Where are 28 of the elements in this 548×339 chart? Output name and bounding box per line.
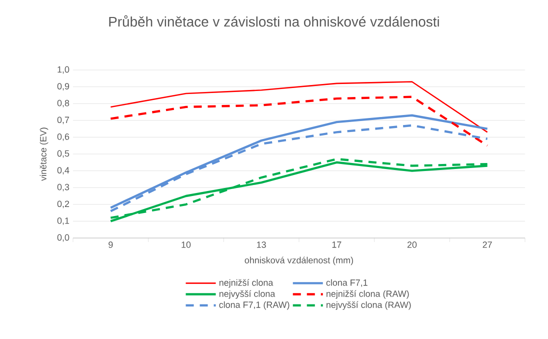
x-tick-label: 27 bbox=[482, 242, 492, 248]
y-tick-label: 0,8 bbox=[57, 100, 70, 108]
y-tick-label: 0,5 bbox=[57, 150, 70, 158]
x-tick-label: 13 bbox=[257, 242, 266, 248]
y-tick-label: 1,0 bbox=[58, 66, 70, 74]
x-tick-label: 10 bbox=[182, 242, 191, 248]
y-axis-title: vinětace (EV) bbox=[40, 128, 48, 181]
legend-label: clona F7,1 bbox=[326, 279, 368, 287]
y-tick-label: 0,1 bbox=[57, 217, 70, 225]
legend-label: clona F7,1 (RAW) bbox=[219, 301, 290, 310]
x-axis-title: ohnisková vzdálenost (mm) bbox=[244, 256, 353, 266]
x-tick-label: 9 bbox=[108, 242, 113, 248]
x-tick-label: 20 bbox=[407, 242, 417, 248]
y-tick-label: 0,4 bbox=[57, 167, 70, 174]
legend-label: nejvyšší clona (RAW) bbox=[326, 301, 411, 310]
legend-label: nejnižší clona (RAW) bbox=[326, 290, 409, 299]
y-tick-label: 0,0 bbox=[57, 234, 70, 242]
y-tick-label: 0,7 bbox=[57, 116, 70, 124]
line-series bbox=[110, 81, 488, 133]
y-tick-label: 0,6 bbox=[57, 133, 70, 141]
y-tick-label: 0,9 bbox=[57, 83, 70, 90]
y-tick-label: 0,3 bbox=[57, 184, 70, 192]
legend-label: nejnižší clona bbox=[219, 279, 274, 288]
y-tick-label: 0,2 bbox=[57, 200, 70, 208]
legend-label: nejvyšší clona bbox=[219, 290, 276, 299]
x-tick-label: 17 bbox=[332, 242, 342, 248]
line-series bbox=[110, 96, 488, 147]
chart-title: Průběh vinětace v závislosti na ohniskové vzdálenosti bbox=[109, 15, 439, 27]
